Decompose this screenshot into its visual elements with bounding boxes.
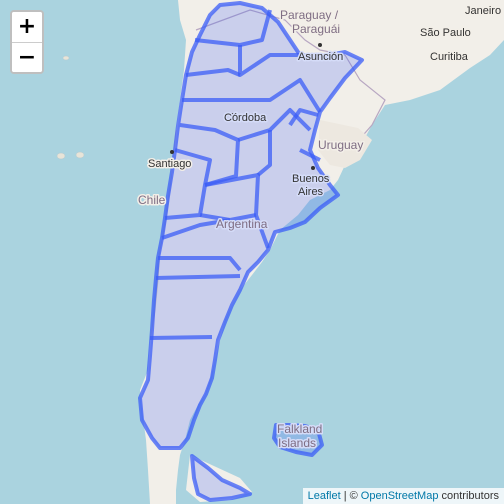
- province-borders: [149, 9, 322, 340]
- label-aires: Aires: [298, 186, 324, 198]
- label-cordoba: Córdoba: [224, 112, 267, 124]
- falkland-islands-polygon[interactable]: [272, 423, 324, 457]
- label-asuncion: Asunción: [298, 51, 343, 63]
- small-islands: [56, 55, 85, 160]
- zoom-control: + −: [10, 10, 44, 74]
- label-curitiba: Curitiba: [430, 51, 469, 63]
- attribution: Leaflet | © OpenStreetMap contributors: [302, 488, 504, 504]
- label-falkland: Falkland: [277, 422, 322, 436]
- argentina-provinces-overlay[interactable]: [138, 1, 364, 502]
- attribution-separator: | ©: [343, 490, 358, 502]
- border-bolivia: [195, 9, 346, 56]
- osm-link[interactable]: OpenStreetMap: [360, 490, 439, 502]
- label-janeiro: Janeiro: [465, 5, 501, 17]
- label-sao-paulo: São Paulo: [420, 27, 471, 39]
- leaflet-link[interactable]: Leaflet: [307, 490, 341, 502]
- land-uruguay: [318, 120, 372, 168]
- label-uruguay: Uruguay: [318, 138, 363, 152]
- label-buenos: Buenos: [292, 173, 330, 185]
- label-chile: Chile: [138, 193, 166, 207]
- city-dot-icon: [170, 43, 322, 170]
- label-paraguay-line2: Paraguái: [292, 22, 340, 36]
- land-south-america: [140, 0, 504, 504]
- zoom-in-button[interactable]: +: [12, 12, 42, 42]
- label-islands: Islands: [278, 436, 316, 450]
- zoom-out-button[interactable]: −: [12, 42, 42, 72]
- argentina-tierra-del-fuego[interactable]: [190, 454, 252, 502]
- label-santiago: Santiago: [148, 158, 191, 170]
- label-argentina: Argentina: [216, 217, 268, 231]
- attribution-contributors: contributors: [441, 490, 499, 502]
- label-paraguay-line1: Paraguay /: [280, 8, 339, 22]
